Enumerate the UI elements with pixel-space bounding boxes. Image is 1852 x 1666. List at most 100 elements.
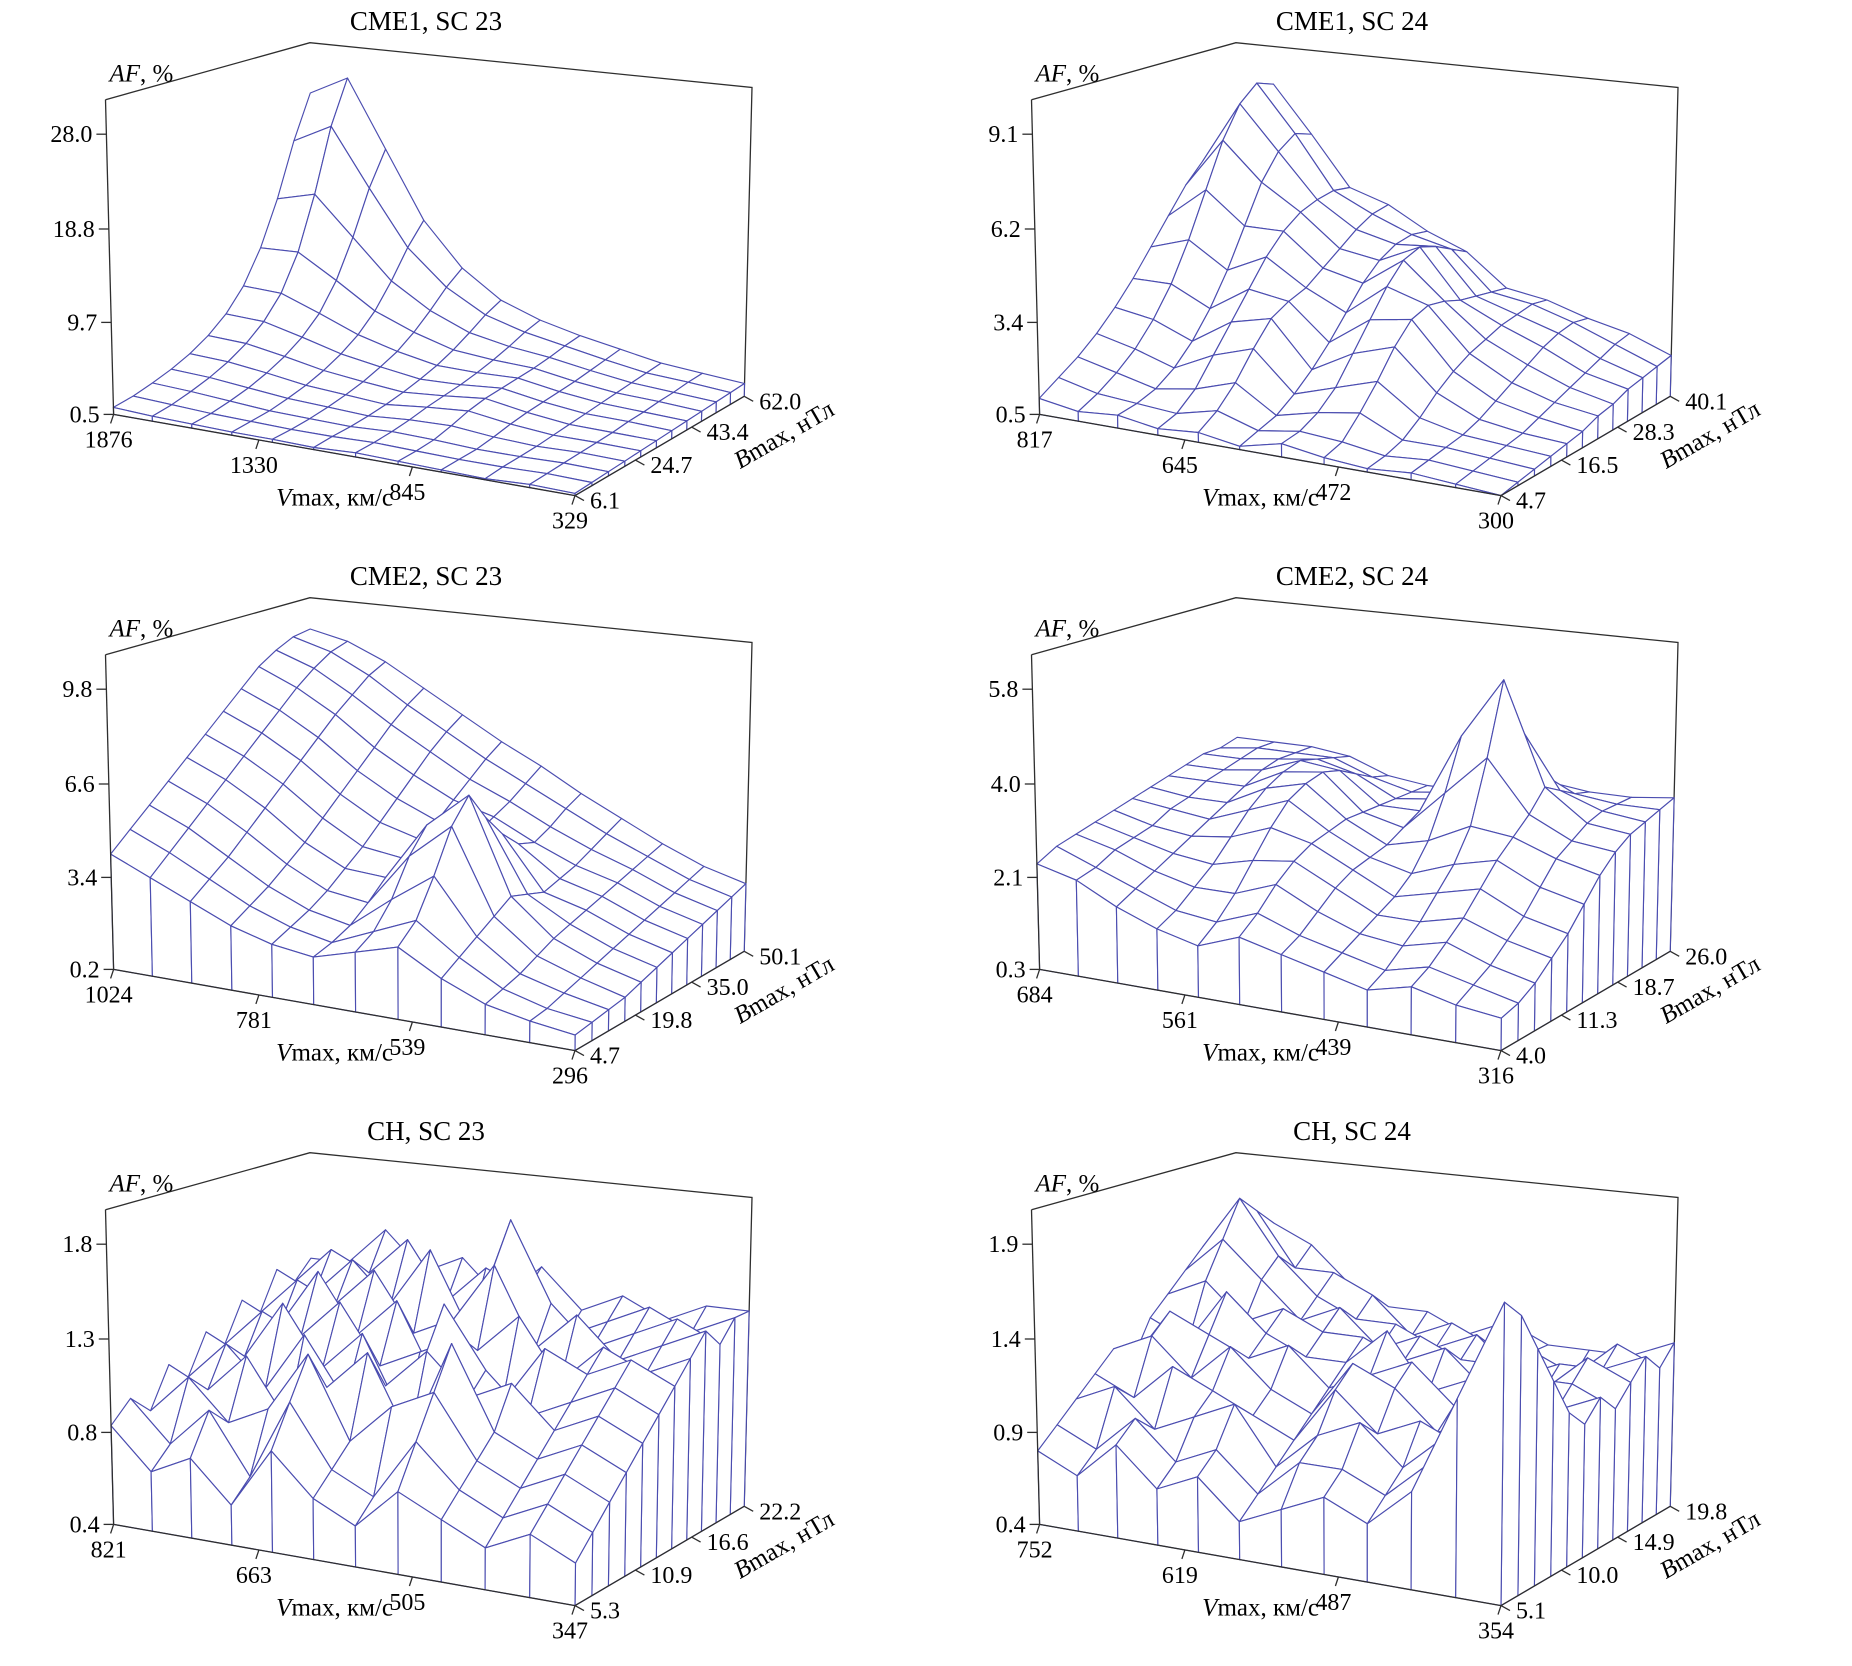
z-tick-label: 1.4 — [991, 1327, 1021, 1353]
x-tick-label: 645 — [1162, 453, 1198, 479]
axes — [96, 1209, 754, 1615]
plot-title: CME2, SC 24 — [1275, 561, 1429, 591]
z-tick-label: 5.8 — [988, 677, 1018, 703]
x-tick-label: 1330 — [230, 453, 278, 479]
axis-box-back — [105, 42, 753, 397]
surface-mesh — [112, 77, 746, 497]
surface-mesh — [1038, 82, 1672, 497]
y-tick-label: 10.0 — [1576, 1563, 1618, 1589]
y-tick-label: 5.1 — [1516, 1599, 1546, 1625]
z-axis-label: AF, % — [108, 616, 174, 643]
axis-box-back — [105, 597, 753, 952]
x-tick-label: 316 — [1478, 1064, 1514, 1090]
y-tick-label: 40.1 — [1685, 389, 1727, 415]
x-tick-label: 781 — [236, 1008, 272, 1034]
axes — [1022, 1209, 1680, 1615]
y-tick-label: 24.7 — [650, 453, 692, 479]
x-tick-label: 539 — [389, 1035, 425, 1061]
x-tick-label: 821 — [91, 1537, 127, 1563]
axis-box-back — [1031, 42, 1679, 397]
surface-plot-cme2-sc24: CME2, SC 24 0.3 684 4.0 2.1 561 11.3 4.0 439 18.… — [926, 555, 1852, 1110]
z-tick-label: 1.9 — [988, 1232, 1018, 1258]
z-axis-label: AF, % — [1034, 61, 1100, 88]
z-tick-label: 1.3 — [65, 1327, 95, 1353]
x-tick-label: 296 — [552, 1064, 588, 1090]
y-tick-label: 5.3 — [590, 1599, 620, 1625]
z-tick-label: 3.4 — [993, 310, 1023, 336]
z-tick-label: 9.7 — [67, 310, 97, 336]
x-tick-label: 354 — [1478, 1619, 1514, 1645]
y-tick-label: 16.6 — [707, 1530, 749, 1556]
x-tick-label: 329 — [552, 509, 588, 535]
x-tick-label: 752 — [1017, 1537, 1053, 1563]
y-tick-label: 62.0 — [759, 389, 801, 415]
x-tick-label: 347 — [552, 1619, 588, 1645]
y-tick-label: 16.5 — [1576, 453, 1618, 479]
y-tick-label: 19.8 — [650, 1008, 692, 1034]
x-tick-label: 487 — [1315, 1590, 1351, 1616]
y-tick-label: 6.1 — [590, 489, 620, 515]
z-tick-label: 28.0 — [50, 122, 92, 148]
z-tick-label: 9.1 — [988, 122, 1018, 148]
axis-box-back — [1031, 597, 1679, 952]
x-tick-label: 300 — [1478, 509, 1514, 535]
surface-mesh — [1036, 679, 1675, 1052]
z-tick-label: 0.4 — [70, 1512, 100, 1538]
y-tick-label: 35.0 — [707, 975, 749, 1001]
x-tick-label: 663 — [236, 1563, 272, 1589]
z-tick-label: 18.8 — [53, 217, 95, 243]
x-axis-label: Vmax, км/с — [276, 1594, 393, 1621]
y-tick-label: 22.2 — [759, 1499, 801, 1525]
axes — [96, 654, 754, 1060]
x-axis-label: Vmax, км/с — [1202, 484, 1319, 511]
plot-title: CME1, SC 24 — [1275, 6, 1429, 36]
z-tick-label: 0.9 — [993, 1420, 1023, 1446]
y-tick-label: 4.7 — [590, 1044, 620, 1070]
x-axis-label: Vmax, км/с — [1202, 1594, 1319, 1621]
y-tick-label: 26.0 — [1685, 944, 1727, 970]
y-tick-label: 4.7 — [1516, 489, 1546, 515]
y-tick-label: 19.8 — [1685, 1499, 1727, 1525]
axes — [96, 99, 754, 505]
z-axis-label: AF, % — [1034, 1171, 1100, 1198]
x-axis-label: Vmax, км/с — [276, 1039, 393, 1066]
z-tick-label: 4.0 — [991, 772, 1021, 798]
surface-mesh — [110, 628, 747, 1052]
z-tick-label: 2.1 — [993, 865, 1023, 891]
x-tick-label: 817 — [1017, 427, 1053, 453]
surface-plot-cme1-sc23: CME1, SC 23 0.5 1876 6.1 9.7 1330 24.7 18.8 845… — [0, 0, 926, 555]
y-tick-label: 4.0 — [1516, 1044, 1546, 1070]
x-axis-label: Vmax, км/с — [1202, 1039, 1319, 1066]
x-tick-label: 619 — [1162, 1563, 1198, 1589]
y-tick-label: 43.4 — [707, 420, 749, 446]
plot-title: CH, SC 24 — [1293, 1116, 1411, 1146]
x-tick-label: 684 — [1017, 982, 1053, 1008]
surface-plot-ch-sc23: CH, SC 23 0.4 821 5.3 0.8 663 10.9 1.3 505 16.6 1… — [0, 1110, 926, 1665]
x-tick-label: 439 — [1315, 1035, 1351, 1061]
plot-title: CH, SC 23 — [367, 1116, 485, 1146]
z-tick-label: 0.5 — [996, 402, 1026, 428]
z-tick-label: 6.2 — [991, 217, 1021, 243]
x-tick-label: 561 — [1162, 1008, 1198, 1034]
y-tick-label: 28.3 — [1633, 420, 1675, 446]
z-tick-label: 6.6 — [65, 772, 95, 798]
surface-mesh — [110, 1219, 750, 1607]
z-tick-label: 0.3 — [996, 957, 1026, 983]
surface-plot-cme1-sc24: CME1, SC 24 0.5 817 4.7 3.4 645 16.5 6.2 472 28.… — [926, 0, 1852, 555]
y-tick-label: 14.9 — [1633, 1530, 1675, 1556]
z-axis-label: AF, % — [108, 1171, 174, 1198]
z-tick-label: 3.4 — [67, 865, 97, 891]
z-tick-label: 0.5 — [70, 402, 100, 428]
x-tick-label: 1876 — [85, 427, 133, 453]
z-tick-label: 0.8 — [67, 1420, 97, 1446]
